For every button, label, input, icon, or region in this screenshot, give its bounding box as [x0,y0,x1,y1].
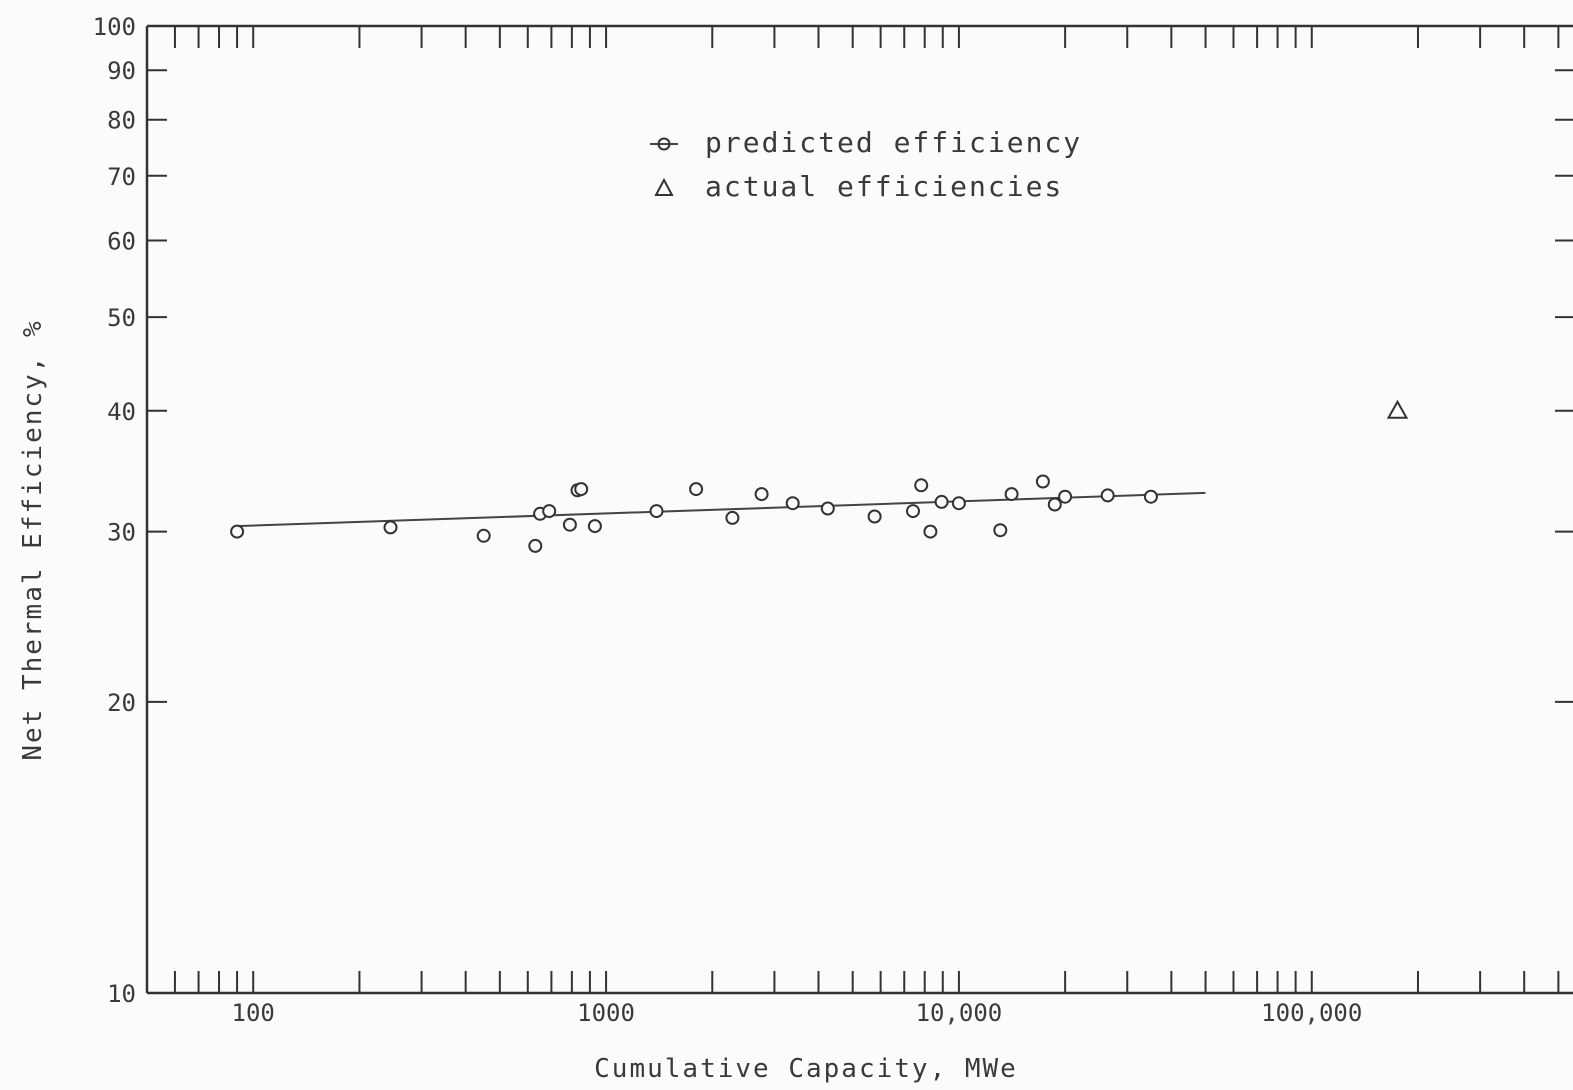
predicted-efficiency-point [1100,488,1115,503]
ticks [146,25,1573,994]
predicted-efficiency-point [906,504,920,519]
y-tick-label: 20 [107,689,136,717]
y-tick-label: 50 [107,304,136,332]
legend-actual-marker [654,177,674,196]
y-tick-label: 30 [107,519,136,547]
predicted-efficiency-point [542,504,557,519]
predicted-efficiency-point [923,524,938,539]
predicted-efficiency-point [993,523,1008,538]
predicted-efficiency-point [587,519,602,534]
y-tick-label: 80 [107,107,136,135]
predicted-efficiency-point [1047,497,1062,512]
legend-predicted-label: predicted efficiency [705,126,1082,159]
legend-actual-label: actual efficiencies [705,170,1063,203]
predicted-efficiency-point [934,494,949,509]
y-tick-label: 10 [107,980,136,1008]
predicted-efficiency-point [476,528,491,543]
y-axis-title: Net Thermal Efficiency, % [18,319,48,760]
y-tick-label: 100 [93,13,136,41]
predicted-efficiency-point [951,496,966,511]
predicted-efficiency-point [528,538,543,553]
trend-line-group [237,491,1206,528]
predicted-efficiency-point [785,496,800,511]
predicted-efficiency-point [649,504,664,519]
predicted-efficiency-point [820,501,835,516]
predicted-efficiency-point [867,509,882,524]
trend-line [237,491,1206,528]
predicted-efficiency-point [1058,489,1073,504]
x-axis-title: Cumulative Capacity, MWe [594,1054,1018,1084]
predicted-efficiency-point [754,487,769,502]
tick-labels: 100 1000 10,000 100,000 10 20 30 40 50 60 70 80 90 10… [93,13,1363,1027]
legend: predicted efficiency actual efficiencies [650,126,1082,203]
y-tick-label: 90 [107,57,136,85]
actual-efficiency-point [1386,399,1409,419]
predicted-efficiency-point [725,510,740,525]
legend-predicted-marker [657,137,671,151]
predicted-efficiency-point [230,524,245,539]
data-points [230,399,1409,553]
x-tick-label: 10,000 [916,999,1003,1027]
predicted-efficiency-point [1004,487,1019,502]
predicted-efficiency-point [914,478,929,493]
predicted-efficiency-point [574,482,589,497]
x-tick-label: 100 [232,999,275,1027]
predicted-efficiency-point [562,517,577,532]
predicted-efficiency-point [689,482,704,497]
x-tick-label: 100,000 [1261,999,1362,1027]
y-tick-label: 60 [107,228,136,256]
predicted-efficiency-point [383,520,398,535]
y-tick-label: 70 [107,163,136,191]
y-tick-label: 40 [107,398,136,426]
predicted-efficiency-point [1035,474,1050,489]
predicted-efficiency-point [1143,489,1158,504]
axes [145,24,1573,995]
x-tick-label: 1000 [577,999,635,1027]
